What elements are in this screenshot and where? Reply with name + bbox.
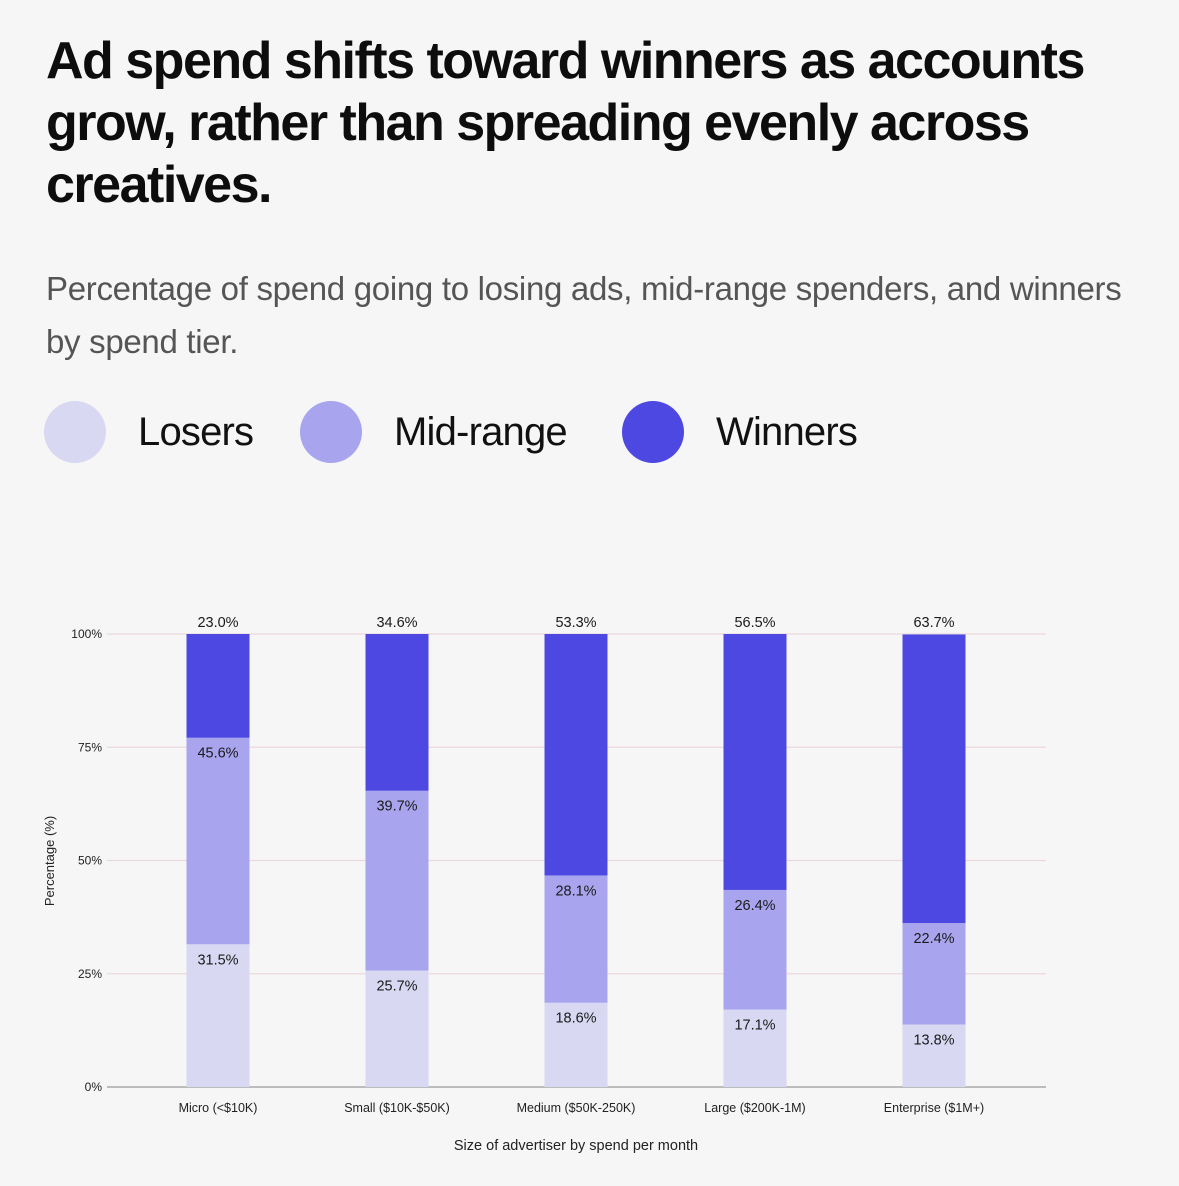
bar-stack: 13.8% 22.4% 63.7% [902, 615, 966, 1087]
bar-segment-winners [186, 634, 250, 738]
y-axis-ticks: 0% 25% 50% 75% 100% [71, 627, 102, 1094]
bar-segment-winners [902, 634, 966, 924]
bar-segment-mid-range [186, 737, 250, 945]
y-tick-label: 100% [71, 627, 102, 641]
bar-segment-losers [544, 1002, 608, 1087]
bar-segment-mid-range [723, 889, 787, 1010]
data-label-mid-range: 22.4% [913, 931, 954, 947]
y-tick-label: 75% [78, 740, 102, 754]
bar-segment-losers [902, 1024, 966, 1087]
bar-stack: 18.6% 28.1% 53.3% [544, 615, 608, 1087]
data-label-winners: 56.5% [734, 615, 775, 631]
x-axis-ticks: Micro (<$10K) Small ($10K-$50K) Medium ($5… [179, 1101, 985, 1115]
data-label-losers: 13.8% [913, 1032, 954, 1048]
legend-label-winners: Winners [716, 410, 858, 454]
x-tick-label: Enterprise ($1M+) [884, 1101, 984, 1115]
legend-swatch-winners [622, 401, 684, 463]
y-tick-label: 25% [78, 967, 102, 981]
data-label-mid-range: 28.1% [555, 883, 596, 899]
data-label-winners: 63.7% [913, 615, 954, 631]
y-tick-label: 0% [85, 1080, 103, 1094]
bar-stacks: 31.5% 45.6% 23.0% 25.7% 39.7% 34.6% 18.6% 28.1%… [186, 615, 966, 1087]
legend-label-mid-range: Mid-range [394, 410, 568, 454]
chart-title: Ad spend shifts toward winners as accoun… [46, 32, 1085, 214]
data-label-winners: 53.3% [555, 615, 596, 631]
bar-segment-losers [365, 970, 429, 1087]
bar-segment-mid-range [544, 875, 608, 1003]
stacked-bar-chart: 0% 25% 50% 75% 100% 31.5% 45.6% 23.0% 25.7% 39.7… [42, 615, 1046, 1154]
data-label-winners: 23.0% [197, 615, 238, 631]
legend-swatch-losers [44, 401, 106, 463]
legend-label-losers: Losers [138, 410, 254, 454]
legend-swatch-mid-range [300, 401, 362, 463]
y-axis-label: Percentage (%) [42, 816, 57, 906]
bar-segment-mid-range [365, 790, 429, 971]
data-label-mid-range: 26.4% [734, 898, 775, 914]
chart-subtitle: Percentage of spend going to losing ads,… [46, 270, 1122, 360]
data-label-mid-range: 39.7% [376, 799, 417, 815]
x-tick-label: Medium ($50K-250K) [517, 1101, 636, 1115]
bar-stack: 31.5% 45.6% 23.0% [186, 615, 250, 1087]
x-tick-label: Small ($10K-$50K) [344, 1101, 450, 1115]
bar-stack: 25.7% 39.7% 34.6% [365, 615, 429, 1087]
data-label-winners: 34.6% [376, 615, 417, 631]
x-tick-label: Large ($200K-1M) [704, 1101, 805, 1115]
y-tick-label: 50% [78, 854, 102, 868]
x-axis-label: Size of advertiser by spend per month [454, 1138, 698, 1154]
data-label-losers: 31.5% [197, 952, 238, 968]
data-label-losers: 17.1% [734, 1018, 775, 1034]
bar-segment-losers [186, 944, 250, 1087]
bar-segment-winners [544, 634, 608, 876]
data-label-losers: 18.6% [555, 1011, 596, 1027]
bar-segment-winners [365, 634, 429, 791]
data-label-mid-range: 45.6% [197, 746, 238, 762]
data-label-losers: 25.7% [376, 979, 417, 995]
bar-segment-losers [723, 1009, 787, 1087]
bar-segment-winners [723, 634, 787, 890]
bar-segment-mid-range [902, 923, 966, 1025]
bar-stack: 17.1% 26.4% 56.5% [723, 615, 787, 1087]
x-tick-label: Micro (<$10K) [179, 1101, 258, 1115]
